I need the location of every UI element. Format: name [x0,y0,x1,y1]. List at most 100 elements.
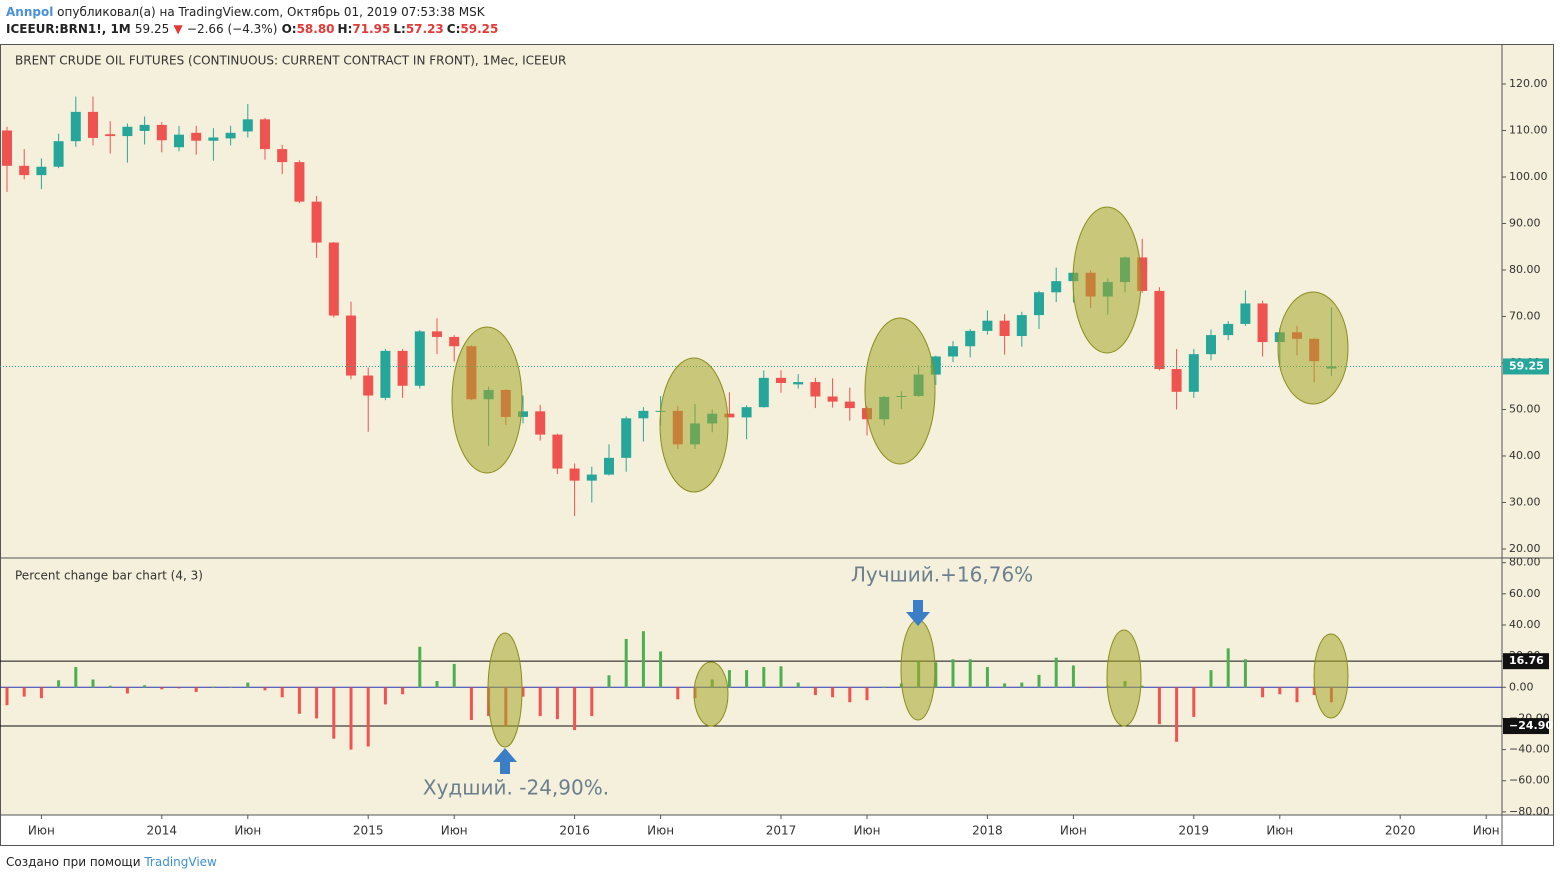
candle-body [311,201,322,243]
y-tick-label: 40.00 [1509,618,1541,631]
candle-body [1137,257,1148,291]
candle-body [328,242,339,316]
annotation: Худший. -24,90%. [423,776,609,800]
candle-body [449,336,460,347]
candle-body [638,410,649,419]
candle-body [1240,303,1251,324]
bar [1226,648,1230,688]
candle-body [53,141,64,167]
bar [745,670,749,688]
bar [1071,665,1075,688]
bar [5,687,9,706]
y-tick-label: 30.00 [1509,495,1541,508]
candle-body [999,320,1010,337]
bar [435,681,439,688]
last-price-label: 59.25 [1509,359,1544,372]
bar [1037,674,1041,688]
x-tick-label: Июн [1266,824,1293,838]
candle-body [105,134,116,137]
symbol: ICEEUR:BRN1!, 1M [6,22,131,36]
candle-body [1154,290,1165,370]
level-label: 16.76 [1509,654,1544,667]
chart: 20.00 30.00 40.00 50.00 60.00 70.00 80.00 90.00… [0,44,1554,846]
x-tick-label: 2017 [766,824,797,838]
bar [813,687,817,696]
bar [727,670,731,688]
candle-body [156,124,167,141]
quote-value: 57.23 [405,22,444,36]
bar [246,682,250,688]
footer-text: Создано при помощи [6,855,141,869]
bar [125,687,129,694]
y-tick-label: 40.00 [1509,449,1541,462]
x-tick-label: Июн [1473,824,1500,838]
footer: Создано при помощи TradingView [6,855,217,869]
bar [211,686,215,688]
bar [848,687,852,703]
bar [383,687,387,705]
candle-body [758,377,769,408]
highlight [487,632,523,748]
pane-title: Percent change bar chart (4, 3) [15,569,203,583]
y-tick-label: 80.00 [1509,556,1541,569]
user[interactable]: Annpol [6,5,54,19]
candle-body [741,407,752,418]
last-price-box [1503,358,1549,375]
bar [555,687,559,720]
y-tick-label: 0.00 [1509,680,1534,693]
bar [229,686,233,688]
bar [985,667,989,688]
candle-body [260,119,270,150]
highlight [451,326,523,474]
candle-body [776,377,786,383]
candle-body [36,166,47,176]
candle-body [208,137,219,141]
highlight [693,661,729,727]
x-tick-label: Июн [441,824,468,838]
highlight [900,619,936,721]
x-tick-label: 2019 [1179,824,1210,838]
bar [91,679,95,688]
y-tick-label: 70.00 [1509,309,1541,322]
bar [1261,687,1265,698]
candle-body [965,330,976,347]
candle-body [793,382,804,385]
candle-body [277,149,288,163]
x-tick-label: 2020 [1385,824,1416,838]
bar [160,687,164,690]
candle-body [346,315,356,376]
y-tick-label: 120.00 [1509,77,1548,90]
bar [332,687,336,739]
candle-body [1171,369,1182,392]
chart-title: BRENT CRUDE OIL FUTURES (CONTINUOUS: CUR… [15,54,566,68]
highlight [659,357,729,493]
bar [57,680,61,688]
candle-body [19,165,30,176]
frame [0,44,1554,846]
candle-body [432,331,442,337]
candle-body [930,356,941,375]
y-tick-label: −40.00 [1509,743,1550,756]
candle-body [535,411,546,435]
candle-body [2,130,12,166]
level-label: −24.90 [1509,719,1553,732]
candle-body [724,413,735,418]
quote-label: O: [281,22,297,36]
annotation: Лучший.+16,76% [851,563,1033,587]
candle-body [414,331,425,386]
footer-brand[interactable]: TradingView [144,855,217,869]
highlights [451,206,1349,748]
x-tick-label: 2018 [972,824,1003,838]
candle-body [586,474,597,481]
candle-body [88,111,98,138]
bar [1278,687,1282,695]
bar [865,687,869,701]
candle-body [810,382,821,397]
bar [1312,687,1316,696]
x-tick-label: 2015 [353,824,384,838]
y-tick-label: 110.00 [1509,123,1548,136]
plot-background [0,44,1502,815]
candle-body [1051,281,1062,293]
level-box [1503,718,1549,735]
